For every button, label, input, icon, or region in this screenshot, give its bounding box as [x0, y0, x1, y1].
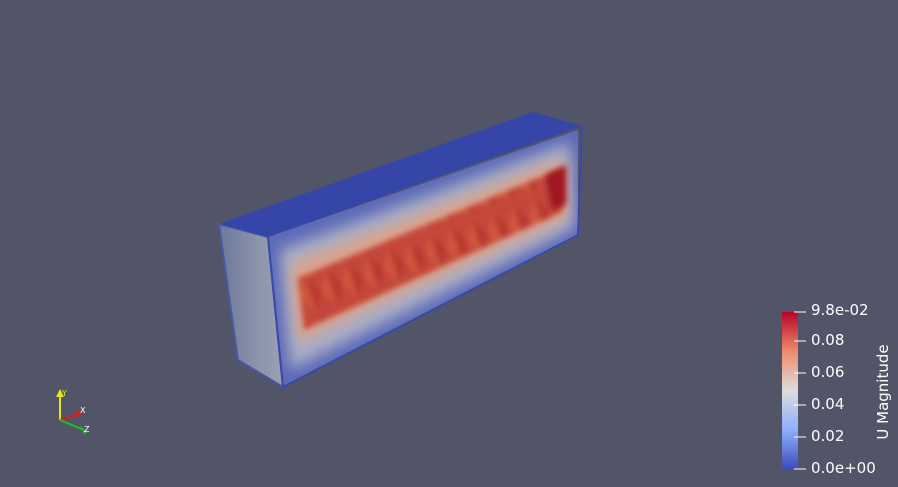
axis-x-label: X: [80, 406, 86, 415]
velocity-field: [280, 142, 574, 370]
scalar-bar-tick: 0.08: [811, 331, 845, 349]
scalar-bar-tick-max: 9.8e-02: [811, 301, 869, 319]
scalar-bar-tick: 0.04: [811, 395, 845, 413]
scalar-bar-title: U Magnitude: [874, 344, 892, 440]
scalar-bar-tick-min: 0.0e+00: [811, 459, 876, 477]
orientation-axes: Y X Z: [56, 389, 90, 434]
box-top-face: [219, 112, 582, 237]
scalar-bar-tick: 0.06: [811, 363, 845, 381]
color-legend-bar: [782, 312, 798, 469]
axis-y-label: Y: [61, 389, 67, 398]
scalar-bar-tick: 0.02: [811, 427, 845, 445]
scalar-bar[interactable]: [782, 311, 806, 470]
axis-z-label: Z: [84, 425, 90, 434]
